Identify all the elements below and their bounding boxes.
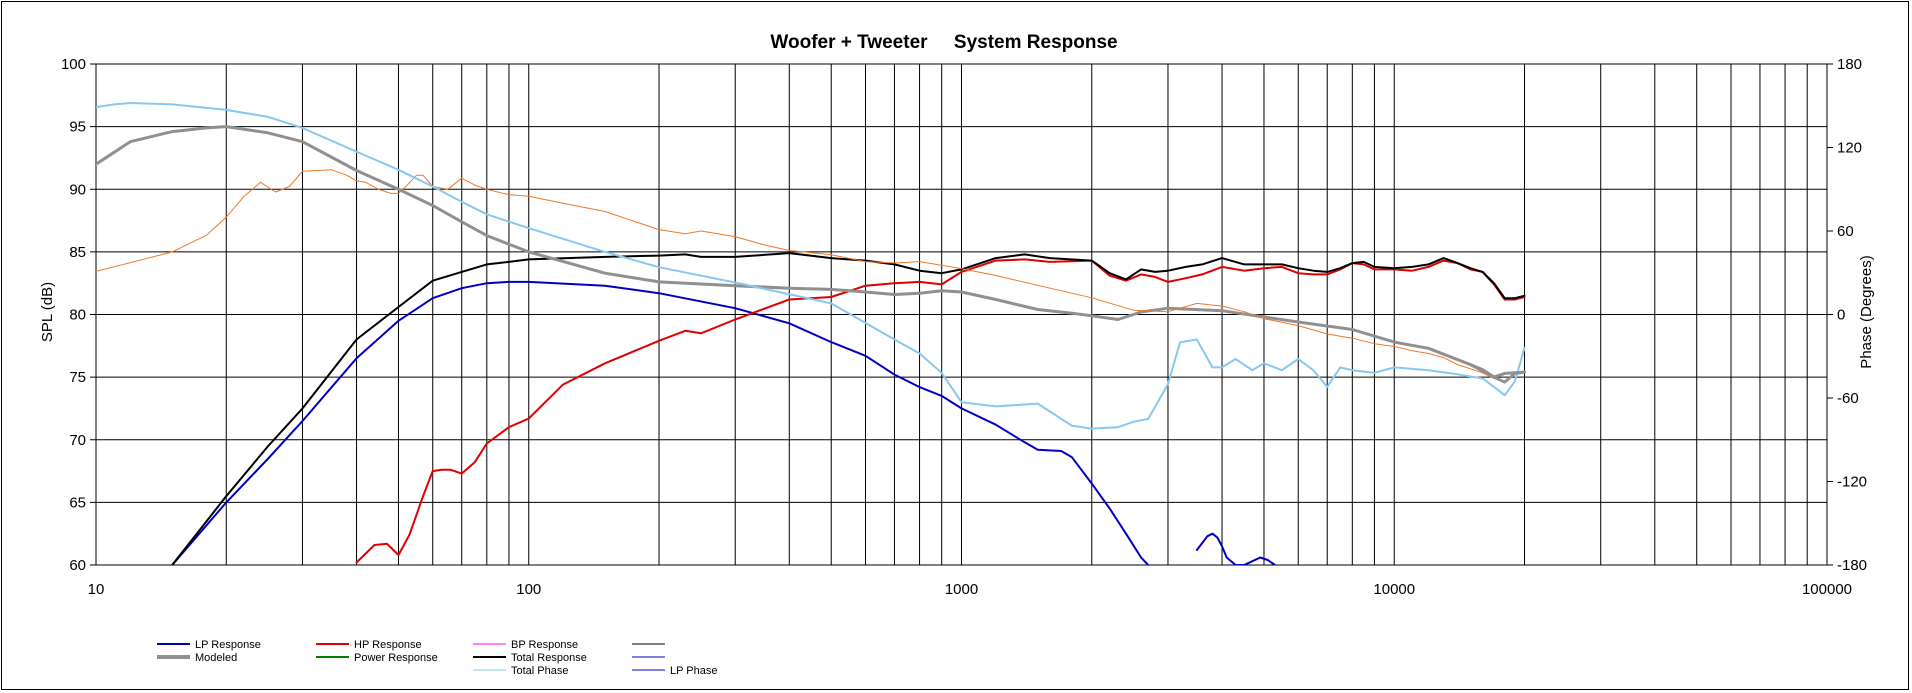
legend-label: LP Response [195, 639, 261, 651]
series-line-unnamed-7 [1469, 363, 1526, 384]
grid [95, 63, 1828, 566]
y2-tick-label: 0 [1837, 307, 1845, 324]
y-tick-label: 95 [69, 119, 86, 136]
y-tick-label: 85 [69, 244, 86, 261]
y2-tick-label: -180 [1837, 557, 1867, 574]
series-line-driver-phase [96, 169, 1525, 382]
y2-tick-label: 180 [1837, 56, 1862, 73]
legend-label: Power Response [354, 652, 438, 664]
y-axis-label: SPL (dB) [39, 282, 56, 342]
legend-label: Total Phase [511, 665, 568, 677]
y-tick-label: 90 [69, 181, 86, 198]
y2-tick-label: -120 [1837, 474, 1867, 491]
y-tick-label: 65 [69, 494, 86, 511]
series-line-hp-response [355, 258, 1526, 564]
y-tick-label: 100 [61, 56, 86, 73]
x-tick-label: 100000 [1802, 581, 1852, 598]
y-tick-label: 60 [69, 557, 86, 574]
legend-label: Modeled [195, 652, 237, 664]
series-line-total-response [171, 252, 1526, 565]
series-line-lp-response [1195, 532, 1276, 565]
legend-label: LP Phase [670, 665, 718, 677]
y-tick-label: 70 [69, 432, 86, 449]
y-tick-label: 75 [69, 369, 86, 386]
x-tick-label: 10 [88, 581, 105, 598]
legend-label: BP Response [511, 639, 578, 651]
axis-ticks: 60 65 70 75 80 85 90 95 100 -180 -120 -60 0 60 120 180 1… [61, 56, 1867, 598]
x-tick-label: 100 [516, 581, 541, 598]
legend: LP Response HP Response BP Response Modeled… [157, 639, 718, 677]
chart-title: Woofer + Tweeter System Response [770, 32, 1117, 53]
y2-tick-label: -60 [1837, 390, 1859, 407]
y2-tick-label: 60 [1837, 223, 1854, 240]
series-line-total-phase [96, 102, 1526, 430]
y-tick-label: 80 [69, 307, 86, 324]
series-group [96, 102, 1526, 565]
series-line-modeled [96, 125, 1526, 379]
legend-label: HP Response [354, 639, 422, 651]
legend-label: Total Response [511, 652, 587, 664]
y2-tick-label: 120 [1837, 140, 1862, 157]
series-line-lp-response [171, 280, 1150, 565]
x-tick-label: 1000 [945, 581, 978, 598]
y2-axis-label: Phase (Degrees) [1858, 255, 1875, 368]
x-tick-label: 10000 [1373, 581, 1415, 598]
